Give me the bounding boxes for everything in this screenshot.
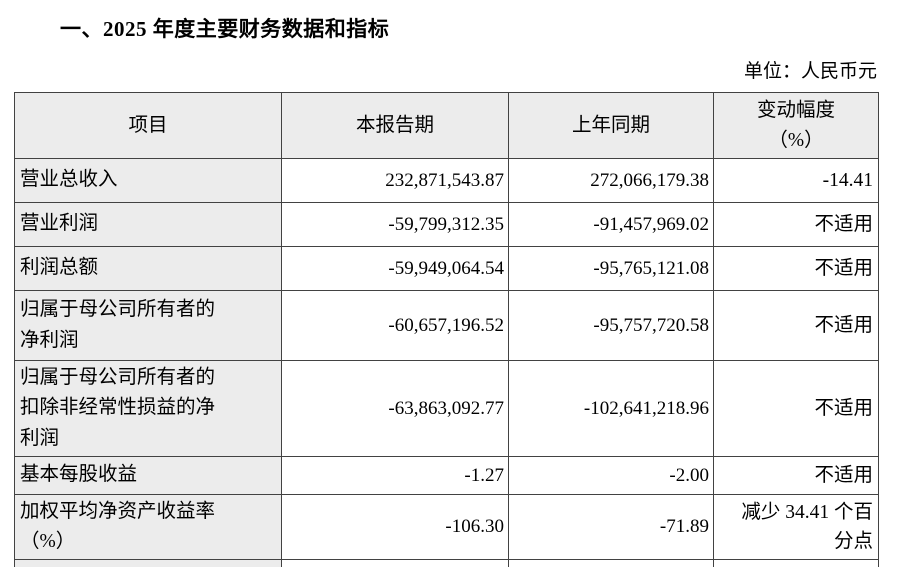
prior-value-cell xyxy=(508,559,714,567)
table-header-row: 项目 本报告期 上年同期 变动幅度 （%） xyxy=(14,92,879,159)
page-title: 一、2025 年度主要财务数据和指标 xyxy=(60,17,390,41)
current-value-cell: -1.27 xyxy=(281,456,509,495)
financial-table: 项目 本报告期 上年同期 变动幅度 （%） 营业总收入 232,871,543.… xyxy=(14,92,879,567)
current-value-cell xyxy=(281,559,509,567)
change-value-cell: 不适用 xyxy=(713,360,879,457)
current-value-cell: -63,863,092.77 xyxy=(281,360,509,457)
table-row: 营业总收入 232,871,543.87 272,066,179.38 -14.… xyxy=(14,158,879,203)
prior-value-cell: -95,757,720.58 xyxy=(508,290,714,361)
change-value-cell: 不适用 xyxy=(713,246,879,291)
prior-value-cell: -95,765,121.08 xyxy=(508,246,714,291)
header-item: 项目 xyxy=(14,92,282,159)
change-value-cell: 不适用 xyxy=(713,202,879,247)
table-row: 归属于母公司所有者的 扣除非经常性损益的净 利润 -63,863,092.77 … xyxy=(14,360,879,457)
prior-value-cell: 272,066,179.38 xyxy=(508,158,714,203)
header-current-period: 本报告期 xyxy=(281,92,509,159)
item-cell: 利润总额 xyxy=(14,246,282,291)
item-cell: 基本每股收益 xyxy=(14,456,282,495)
prior-value-cell: -2.00 xyxy=(508,456,714,495)
table-row: 归属于母公司所有者的 净利润 -60,657,196.52 -95,757,72… xyxy=(14,290,879,361)
change-value-cell: 减少 34.41 个百 分点 xyxy=(713,493,879,561)
item-cell: 营业利润 xyxy=(14,202,282,247)
table-row: 加权平均净资产收益率 （%） -106.30 -71.89 减少 34.41 个… xyxy=(14,493,879,561)
prior-value-cell: -91,457,969.02 xyxy=(508,202,714,247)
item-cell: 归属于母公司所有者的 净利润 xyxy=(14,290,282,361)
prior-value-cell: -102,641,218.96 xyxy=(508,360,714,457)
header-change-percent: 变动幅度 （%） xyxy=(713,92,879,159)
current-value-cell: -59,949,064.54 xyxy=(281,246,509,291)
change-value-cell: -14.41 xyxy=(713,158,879,203)
item-cell: 加权平均净资产收益率 （%） xyxy=(14,493,282,561)
current-value-cell: -60,657,196.52 xyxy=(281,290,509,361)
prior-value-cell: -71.89 xyxy=(508,493,714,561)
table-row: 利润总额 -59,949,064.54 -95,765,121.08 不适用 xyxy=(14,246,879,291)
item-cell: 营业总收入 xyxy=(14,158,282,203)
current-value-cell: -59,799,312.35 xyxy=(281,202,509,247)
change-value-cell: 不适用 xyxy=(713,290,879,361)
change-value-cell xyxy=(713,559,879,567)
current-value-cell: -106.30 xyxy=(281,493,509,561)
table-row: 基本每股收益 -1.27 -2.00 不适用 xyxy=(14,456,879,495)
header-prior-period: 上年同期 xyxy=(508,92,714,159)
change-value-cell: 不适用 xyxy=(713,456,879,495)
table-row-partial xyxy=(14,559,879,567)
item-cell: 归属于母公司所有者的 扣除非经常性损益的净 利润 xyxy=(14,360,282,457)
item-cell xyxy=(14,559,282,567)
unit-label: 单位：人民币元 xyxy=(743,61,877,82)
current-value-cell: 232,871,543.87 xyxy=(281,158,509,203)
table-row: 营业利润 -59,799,312.35 -91,457,969.02 不适用 xyxy=(14,202,879,247)
